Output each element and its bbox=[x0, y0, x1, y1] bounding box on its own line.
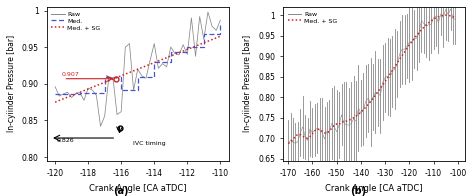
Text: (b): (b) bbox=[350, 186, 366, 196]
Legend: Raw, Med., Med. + SG: Raw, Med., Med. + SG bbox=[50, 10, 102, 32]
Text: IVC timing: IVC timing bbox=[133, 141, 165, 146]
Legend: Raw, Med. + SG: Raw, Med. + SG bbox=[286, 10, 338, 25]
Y-axis label: In-cyiinder Pressure [bar]: In-cyiinder Pressure [bar] bbox=[244, 35, 253, 132]
Text: 0.826: 0.826 bbox=[57, 138, 74, 143]
Text: 0.907: 0.907 bbox=[62, 72, 80, 76]
Y-axis label: In-cyiinder Pressure [bar]: In-cyiinder Pressure [bar] bbox=[7, 35, 16, 132]
X-axis label: Crank Angle [CA aTDC]: Crank Angle [CA aTDC] bbox=[326, 184, 423, 193]
X-axis label: Crank Angle [CA aTDC]: Crank Angle [CA aTDC] bbox=[89, 184, 186, 193]
Text: (a): (a) bbox=[113, 186, 128, 196]
